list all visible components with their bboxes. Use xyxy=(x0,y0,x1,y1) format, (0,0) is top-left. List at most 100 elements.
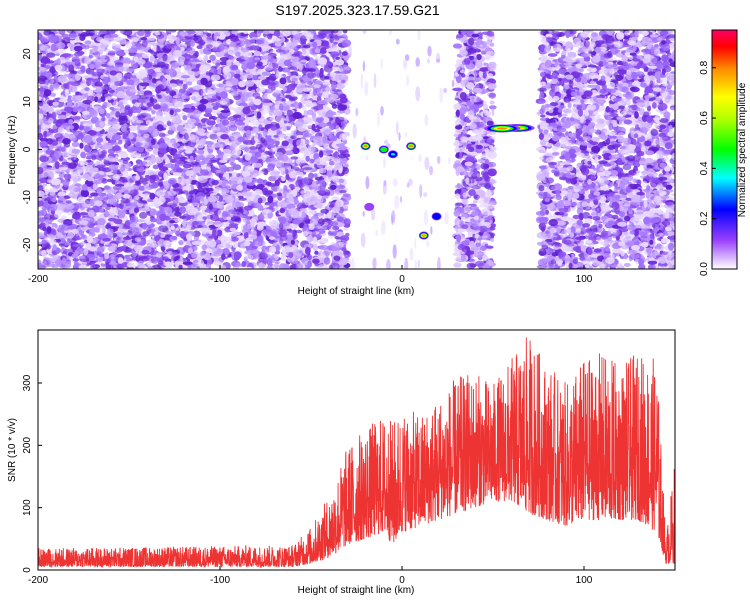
spectrogram-cell xyxy=(314,250,319,255)
spectrogram-cell xyxy=(311,123,316,131)
spectrogram-cell xyxy=(168,37,175,44)
spectrogram-cell xyxy=(178,240,184,246)
spectrogram-cell xyxy=(182,178,192,185)
spectrogram-cell xyxy=(146,68,154,74)
spectrogram-cell xyxy=(38,128,42,134)
spectrogram-cell xyxy=(136,120,144,124)
spectrogram-cell xyxy=(142,53,150,59)
spectrogram-cell xyxy=(215,62,221,67)
spectrogram-cell xyxy=(108,197,117,205)
spectrogram-cell xyxy=(302,49,307,56)
spectrogram-cell xyxy=(199,88,204,97)
spectrogram-cell xyxy=(49,191,56,196)
spectrogram-cell xyxy=(58,243,65,247)
spectrogram-cell xyxy=(89,63,95,70)
spectrogram-cell xyxy=(170,255,176,261)
spectrogram-cell xyxy=(254,57,261,61)
spectrogram-cell xyxy=(85,155,93,160)
spectrogram-cell xyxy=(293,251,301,259)
spectrogram-cell xyxy=(157,61,166,68)
spectrogram-cell xyxy=(286,132,291,140)
spectrogram-cell xyxy=(246,224,252,229)
spectrogram-cells xyxy=(38,30,675,269)
spectrogram-cell xyxy=(185,170,195,177)
spectrogram-cell xyxy=(314,48,321,54)
spectrogram-cell xyxy=(124,254,129,259)
spectrogram-cell xyxy=(330,184,337,190)
spectrogram-cell xyxy=(319,168,327,174)
spectrogram-cell xyxy=(190,59,200,63)
spectrogram-cell xyxy=(168,96,174,104)
spectrogram-cell xyxy=(299,174,304,178)
spectrogram-cell xyxy=(336,184,346,190)
spectrogram-cell xyxy=(170,225,175,230)
spectrogram-cell xyxy=(316,202,323,209)
spectrogram-cell xyxy=(149,176,156,184)
spectrogram-cell xyxy=(320,208,330,214)
spectrogram-cell xyxy=(304,140,312,145)
spectrogram-cell xyxy=(342,227,349,231)
spectrogram-cell xyxy=(240,213,248,219)
spectrogram-cell xyxy=(276,187,284,194)
spectrogram-cell xyxy=(234,262,242,267)
spectrogram-cell xyxy=(196,30,203,36)
spectrogram-cell xyxy=(190,39,196,48)
spectrogram-cell xyxy=(325,149,334,154)
spectrogram-cell xyxy=(134,81,139,86)
spectrogram-cell xyxy=(238,117,246,122)
spectrogram-cell xyxy=(169,220,176,224)
spectrogram-cell xyxy=(220,221,231,227)
spectrogram-cell xyxy=(295,229,303,234)
spectrogram-cell xyxy=(212,46,218,52)
spectrogram-cell xyxy=(52,244,57,251)
spectrogram-cell xyxy=(343,164,349,168)
spectrogram-cell xyxy=(254,189,263,196)
spectrogram-cell xyxy=(285,217,293,222)
spectrogram-cell xyxy=(257,197,263,204)
spectrogram-cell xyxy=(99,54,106,60)
spectrogram-cell xyxy=(206,44,213,49)
spectrogram-cell xyxy=(203,113,212,117)
spectrogram-cell xyxy=(291,80,296,89)
page-title: S197.2025.323.17.59.G21 xyxy=(275,2,440,18)
spectrogram-cell xyxy=(142,180,148,185)
spectrogram-cell xyxy=(38,262,43,269)
spectrogram-cell xyxy=(303,224,308,231)
spectrogram-cell xyxy=(289,143,294,151)
spectrogram-cell xyxy=(203,54,209,62)
spectrogram-cell xyxy=(185,184,191,191)
spectrogram-cell xyxy=(107,246,116,252)
spectrogram-cell xyxy=(246,192,252,197)
spectrogram-cell xyxy=(83,248,89,256)
spectrogram-cell xyxy=(283,185,288,191)
spectrogram-cell xyxy=(261,71,271,76)
spectrogram-cell xyxy=(318,150,324,158)
spectrogram-cell xyxy=(290,239,295,245)
spectrogram-cell xyxy=(129,68,135,72)
spectrogram-cell xyxy=(192,221,199,226)
spectrogram-cell xyxy=(221,179,227,185)
spectrogram-cell xyxy=(302,257,309,262)
spectrogram-cell xyxy=(139,211,148,219)
spectrogram-cell xyxy=(132,202,137,208)
spectrogram-cell xyxy=(221,105,229,109)
spectrogram-cell xyxy=(91,154,97,161)
spectrogram-cell xyxy=(284,150,294,156)
spectrogram-cell xyxy=(338,178,345,183)
spectrogram-cell xyxy=(335,124,340,133)
spectrogram-cell xyxy=(132,115,138,121)
spectrogram-cell xyxy=(172,172,182,176)
spectrogram-cell xyxy=(167,83,178,88)
spectrogram-cell xyxy=(117,101,124,105)
spectrogram-cell xyxy=(330,175,338,182)
spectrogram-cell xyxy=(186,233,193,241)
spectrogram-cell xyxy=(228,116,238,121)
spectrogram-cell xyxy=(130,215,139,224)
spectrogram-cell xyxy=(182,115,188,121)
spectrogram-cell xyxy=(41,239,47,245)
spectrogram-cell xyxy=(316,239,325,244)
spectrogram-cell xyxy=(41,125,51,130)
spectrogram-cell xyxy=(77,133,84,140)
spectrogram-cell xyxy=(163,111,168,116)
